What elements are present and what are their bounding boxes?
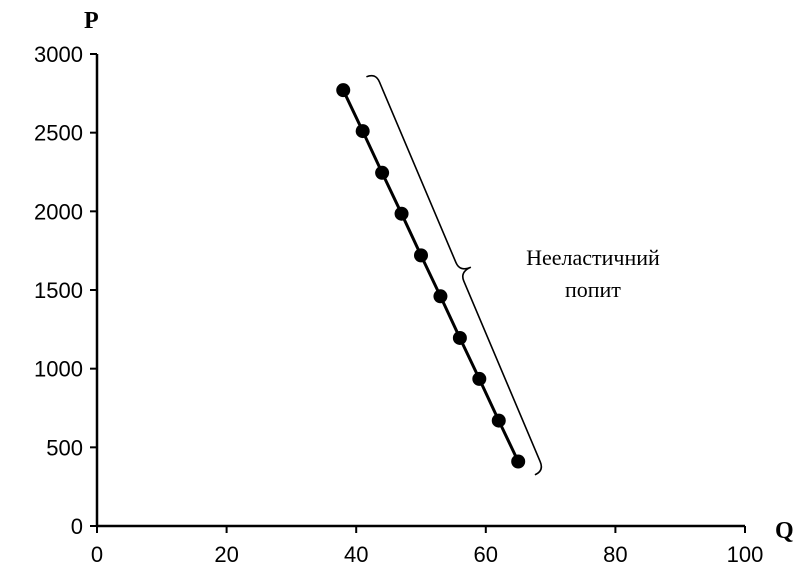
data-point (491, 413, 506, 428)
y-tick-label: 1500 (34, 278, 83, 303)
y-tick-label: 1000 (34, 357, 83, 382)
data-point (414, 248, 428, 263)
data-point (355, 124, 370, 139)
axes (90, 53, 746, 533)
data-point (433, 289, 448, 304)
data-point (511, 454, 526, 469)
y-axis-title: P (84, 8, 99, 34)
y-tick-label: 2000 (34, 199, 83, 224)
x-tick-label: 100 (727, 542, 764, 567)
y-tick-label: 3000 (34, 42, 83, 67)
y-tick-label: 500 (46, 435, 83, 460)
y-tick-label: 2500 (34, 121, 83, 146)
y-tick-label: 0 (71, 514, 83, 539)
x-tick-label: 20 (214, 542, 238, 567)
data-point (394, 206, 409, 221)
data-point (336, 83, 351, 98)
x-tick-label: 80 (603, 542, 627, 567)
data-point (375, 165, 390, 180)
text-layer: 0 20 40 60 80 100050010001500200025003000PQНе… (34, 8, 794, 567)
annotation-bracket (366, 74, 543, 476)
x-tick-label: 0 (91, 542, 103, 567)
data-point (472, 371, 487, 386)
annotation-label-line: Нееластичний (526, 245, 660, 270)
x-tick-label: 60 (474, 542, 498, 567)
data-point (452, 330, 467, 345)
annotation-label-line: попит (565, 277, 621, 302)
x-axis-title: Q (775, 518, 794, 544)
series-layer (336, 83, 526, 469)
series-line (341, 89, 520, 463)
curly-bracket (366, 74, 543, 476)
x-tick-label: 40 (344, 542, 368, 567)
